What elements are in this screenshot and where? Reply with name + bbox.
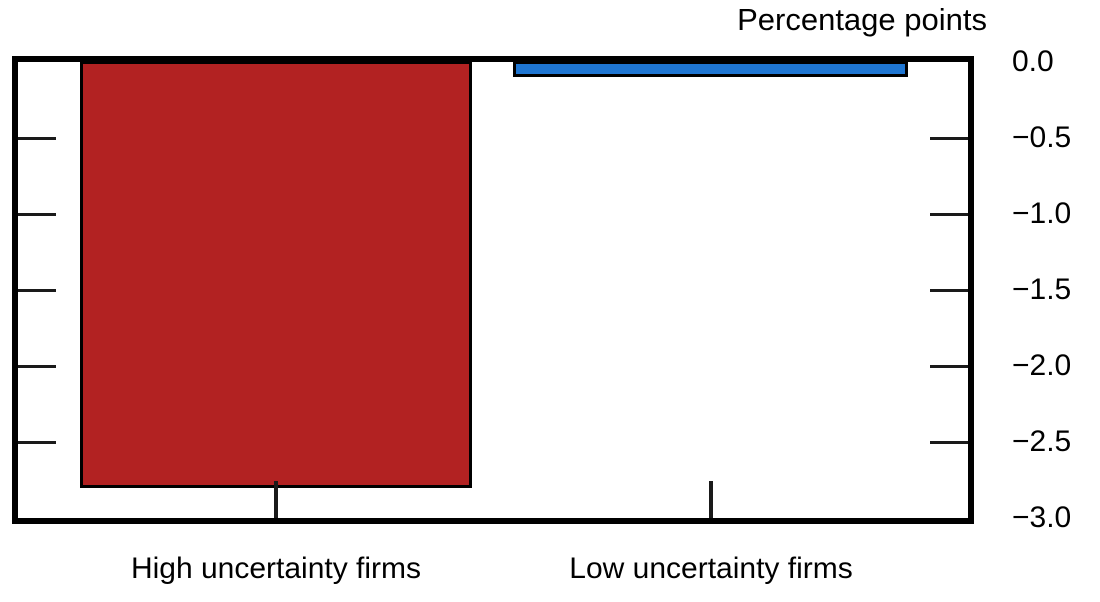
y-tick-left-neg-1.5 bbox=[18, 289, 56, 292]
y-tick-left-neg-2.5 bbox=[18, 441, 56, 444]
y-label-0.0: 0.0 bbox=[1012, 45, 1054, 78]
y-tick-right-neg-2.0 bbox=[930, 365, 968, 368]
chart-title: Percentage points bbox=[737, 2, 987, 37]
y-label-neg-2.5: −2.5 bbox=[1012, 425, 1072, 458]
bar-high-uncertainty-firms bbox=[80, 62, 472, 488]
y-tick-left-neg-0.5 bbox=[18, 137, 56, 140]
x-label-high-uncertainty-firms: High uncertainty firms bbox=[130, 552, 422, 585]
y-label-neg-1.0: −1.0 bbox=[1012, 197, 1072, 230]
y-label-neg-3.0: −3.0 bbox=[1012, 501, 1072, 534]
y-tick-right-neg-2.5 bbox=[930, 441, 968, 444]
y-tick-left-neg-1.0 bbox=[18, 213, 56, 216]
y-label-neg-1.5: −1.5 bbox=[1012, 273, 1072, 306]
bar-low-uncertainty-firms bbox=[513, 62, 908, 77]
y-label-neg-2.0: −2.0 bbox=[1012, 349, 1072, 382]
plot-area bbox=[12, 56, 974, 524]
y-label-neg-0.5: −0.5 bbox=[1012, 121, 1072, 154]
x-label-low-uncertainty-firms: Low uncertainty firms bbox=[569, 552, 853, 585]
y-tick-right-neg-1.0 bbox=[930, 213, 968, 216]
y-tick-left-neg-2.0 bbox=[18, 365, 56, 368]
y-tick-right-neg-0.5 bbox=[930, 137, 968, 140]
x-tick-high-uncertainty-firms bbox=[274, 481, 278, 518]
x-tick-low-uncertainty-firms bbox=[709, 481, 713, 518]
y-tick-right-neg-1.5 bbox=[930, 289, 968, 292]
